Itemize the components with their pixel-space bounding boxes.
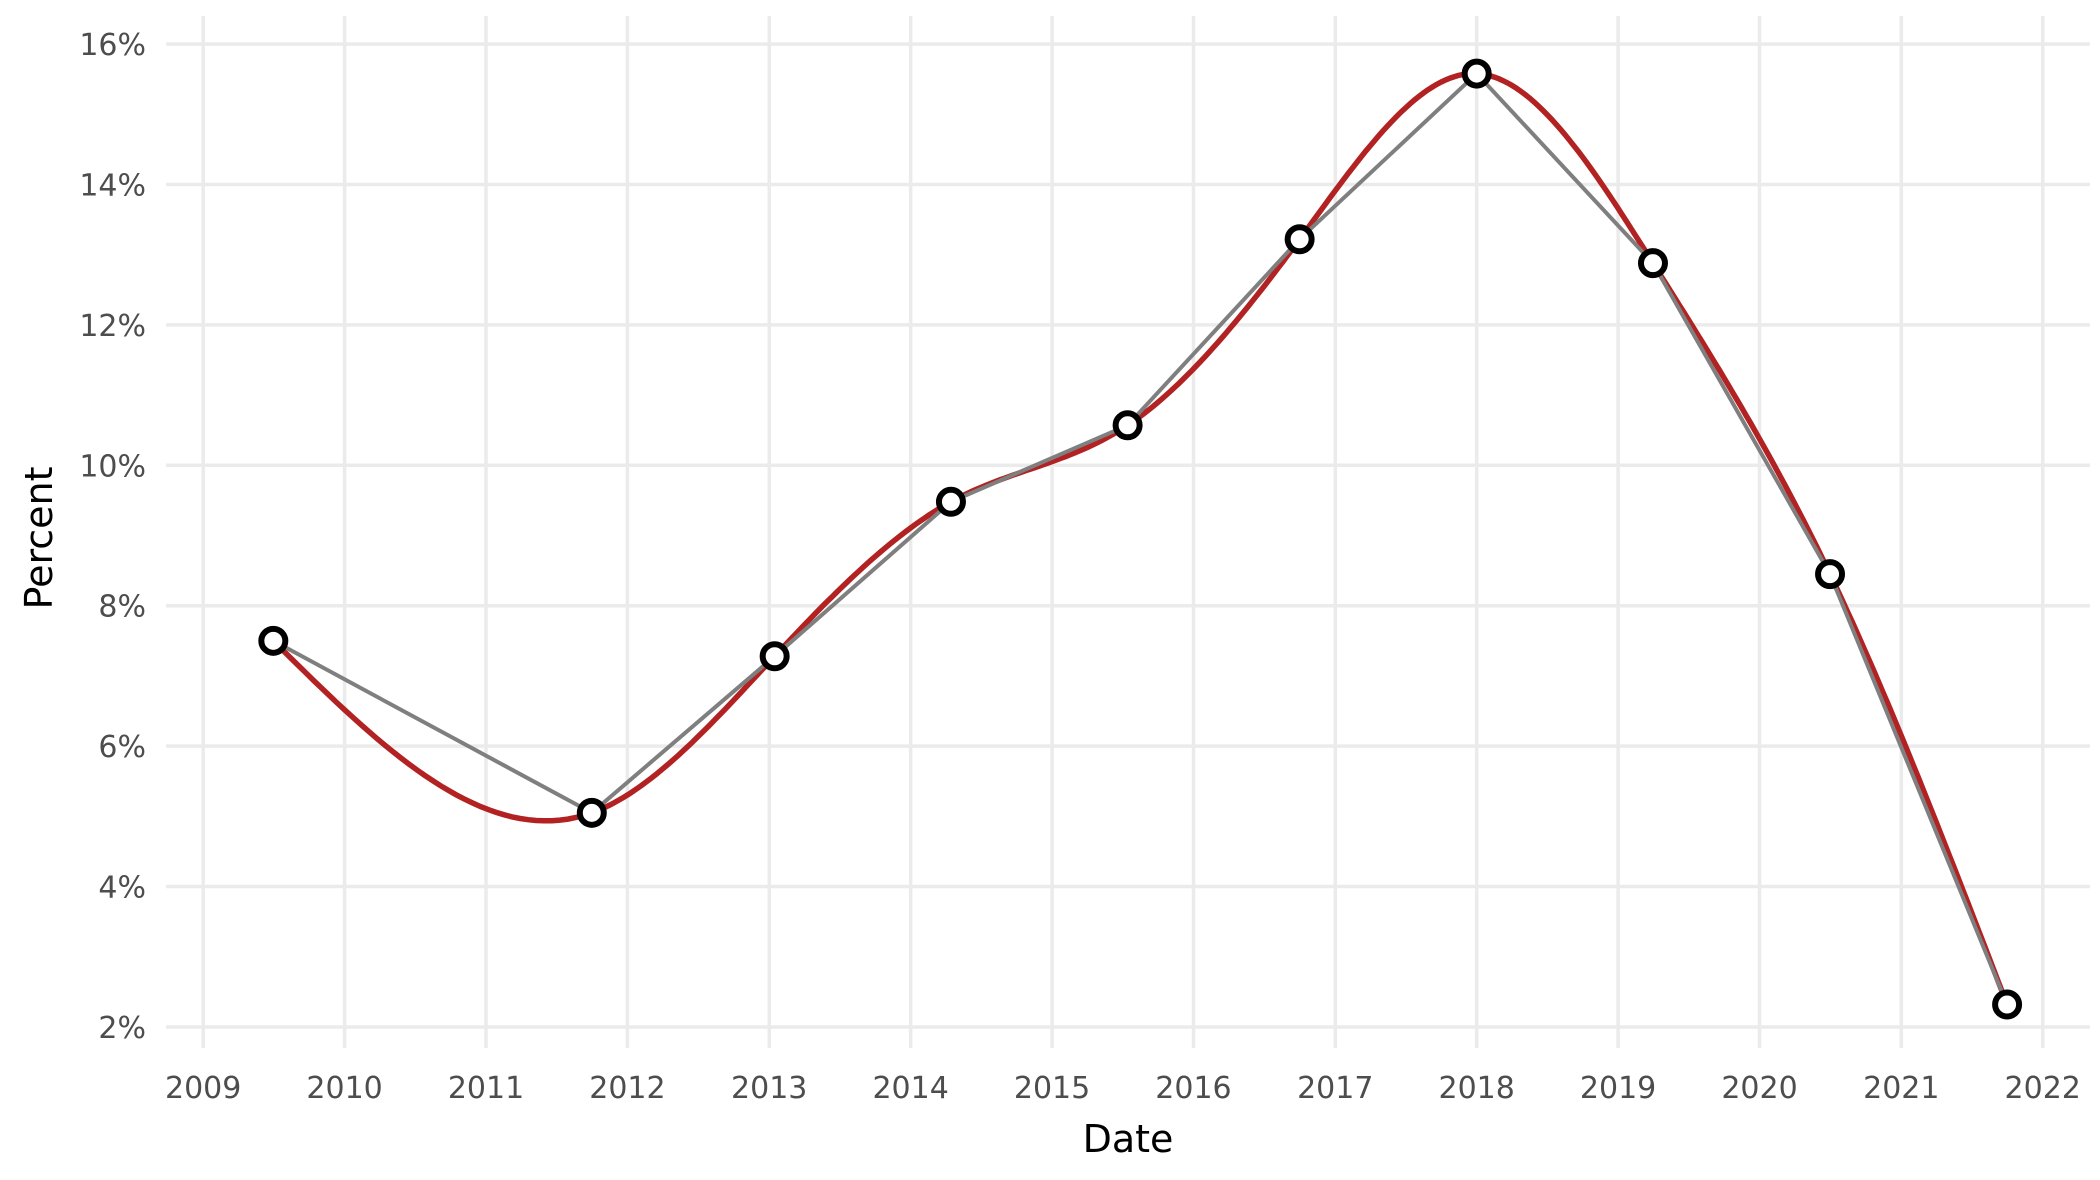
data-point: [1461, 58, 1492, 89]
straight-series-line: [272, 71, 2009, 1006]
grid: [166, 16, 2090, 1048]
y-axis-tick-labels: 2% 4% 6% 8% 10% 12% 14% 16%: [79, 28, 146, 1046]
y-axis-title: Percent: [17, 467, 61, 610]
x-tick-label: 2015: [1014, 1071, 1090, 1106]
x-tick-label: 2011: [448, 1071, 524, 1106]
x-tick-label: 2021: [1863, 1071, 1939, 1106]
y-tick-label: 6%: [98, 730, 146, 765]
x-tick-label: 2017: [1297, 1071, 1373, 1106]
y-tick-label: 4%: [98, 871, 146, 906]
y-tick-label: 14%: [79, 168, 146, 203]
x-tick-label: 2022: [2005, 1071, 2081, 1106]
smooth-spline-line: [270, 70, 2010, 1008]
data-point: [759, 641, 790, 672]
y-tick-label: 12%: [79, 309, 146, 344]
x-tick-label: 2012: [589, 1071, 665, 1106]
y-tick-label: 10%: [79, 449, 146, 484]
y-tick-label: 2%: [98, 1011, 146, 1046]
data-point: [1815, 559, 1846, 590]
data-point: [576, 797, 607, 828]
x-tick-label: 2014: [872, 1071, 948, 1106]
data-point: [1637, 248, 1668, 279]
x-tick-label: 2020: [1721, 1071, 1797, 1106]
data-point: [1992, 989, 2023, 1020]
x-tick-label: 2010: [306, 1071, 382, 1106]
x-tick-label: 2016: [1155, 1071, 1231, 1106]
data-point: [935, 486, 966, 517]
data-points: [258, 58, 2023, 1020]
data-point: [1284, 224, 1315, 255]
x-axis-title: Date: [1083, 1117, 1174, 1161]
x-axis-tick-labels: 2009 2010 2011 2012 2013 2014 2015 2016 2017 2018…: [165, 1071, 2081, 1106]
y-tick-label: 16%: [79, 28, 146, 63]
data-point: [1112, 410, 1143, 441]
data-point: [258, 625, 289, 656]
y-tick-label: 8%: [98, 590, 146, 625]
x-tick-label: 2013: [731, 1071, 807, 1106]
x-tick-label: 2018: [1439, 1071, 1515, 1106]
x-tick-label: 2019: [1580, 1071, 1656, 1106]
x-tick-label: 2009: [165, 1071, 241, 1106]
